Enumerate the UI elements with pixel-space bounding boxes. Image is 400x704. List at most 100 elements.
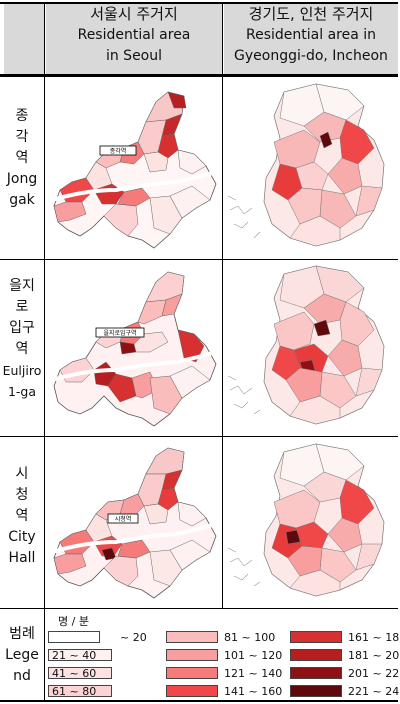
- district: [103, 203, 139, 237]
- district: [319, 131, 333, 149]
- legend-swatch: [166, 649, 218, 661]
- district: [169, 185, 211, 219]
- legend-swatch: [290, 667, 342, 679]
- district: [169, 539, 211, 571]
- row-label-jonggak: 종 각 역 Jong gak: [0, 106, 44, 211]
- legend-swatch: [166, 631, 218, 643]
- row-label-line: 로: [15, 299, 29, 315]
- coastline: [227, 375, 261, 415]
- border-bottom: [0, 700, 398, 702]
- district: [289, 215, 341, 247]
- district: [167, 91, 187, 109]
- station-tag-label: 을지로입구역: [103, 329, 136, 337]
- legend-range-label: 81 ~ 100: [224, 631, 276, 644]
- legend-range-label: 41 ~ 60: [52, 667, 97, 680]
- district: [355, 185, 383, 217]
- coastline: [227, 195, 261, 239]
- seoul-map-cityhall: 시청역: [51, 447, 217, 599]
- legend-swatch: [166, 685, 218, 697]
- row-label-line: 1-ga: [7, 384, 37, 399]
- legend-unit: 명 / 분: [58, 615, 89, 628]
- station-tag-label: 종각역: [110, 147, 127, 155]
- district: [287, 545, 323, 577]
- district: [85, 513, 113, 543]
- row-label-line: 입구: [9, 320, 35, 336]
- legend-range-label: 181 ~ 200: [348, 649, 400, 662]
- gyeonggi-map-cityhall: [227, 443, 385, 597]
- row-divider: [0, 436, 398, 437]
- header-gyeonggi-en-1: Residential area in: [246, 27, 376, 43]
- row-label-legend: 범례 Lege nd: [0, 624, 44, 687]
- seoul-map-jonggak: 종각역: [51, 91, 217, 249]
- station-tag: [107, 513, 139, 524]
- row-label-line: 역: [15, 150, 29, 166]
- station-tag: [99, 145, 137, 156]
- column-divider: [44, 2, 45, 702]
- district: [145, 447, 185, 475]
- row-label-euljiro: 을지 로 입구 역 Euljiro 1-ga: [0, 276, 44, 402]
- header-seoul-en-2: in Seoul: [105, 48, 163, 64]
- district: [143, 151, 169, 173]
- row-label-line: 종: [15, 108, 29, 124]
- legend-range-label: 101 ~ 120: [224, 649, 283, 662]
- han-river: [51, 170, 217, 202]
- district: [103, 555, 139, 587]
- seoul-map-euljiro: 을지로입구역: [51, 271, 217, 427]
- row-label-line: 범례: [9, 626, 35, 642]
- legend-range-label: 21 ~ 40: [52, 649, 97, 662]
- row-label-line: Euljiro: [2, 363, 42, 378]
- header-gyeonggi: 경기도, 인천 주거지 Residential area in Gyeonggi…: [224, 4, 398, 67]
- gyeonggi-map-euljiro: [227, 265, 385, 425]
- district: [149, 195, 183, 235]
- district: [117, 187, 151, 207]
- district: [327, 157, 363, 195]
- row-divider: [0, 259, 398, 260]
- legend-swatch: [290, 685, 342, 697]
- district: [119, 341, 137, 355]
- district: [53, 553, 87, 575]
- row-label-line: 시: [15, 466, 29, 482]
- han-river: [51, 522, 217, 554]
- district: [137, 299, 167, 325]
- district: [177, 329, 205, 363]
- district: [177, 149, 207, 175]
- legend-range-label: 61 ~ 80: [52, 685, 97, 698]
- row-label-line: nd: [13, 668, 31, 684]
- row-label-line: 을지: [9, 278, 35, 294]
- district: [289, 395, 341, 425]
- district: [355, 543, 383, 571]
- district: [53, 201, 87, 223]
- row-label-line: 역: [15, 341, 29, 357]
- row-divider: [0, 608, 398, 609]
- legend-swatch: [166, 667, 218, 679]
- legend-swatch: [290, 649, 342, 661]
- header-seoul: 서울시 주거지 Residential area in Seoul: [46, 4, 222, 67]
- district: [85, 161, 113, 191]
- legend-range-label: 141 ~ 160: [224, 685, 283, 698]
- border-top: [0, 2, 398, 4]
- header-seoul-ko: 서울시 주거지: [90, 5, 178, 23]
- legend-swatch: [48, 631, 100, 643]
- station-tag: [95, 327, 145, 338]
- legend-range-label: 201 ~ 220: [348, 667, 400, 680]
- row-label-cityhall: 시 청 역 City Hall: [0, 464, 44, 569]
- header-seoul-en-1: Residential area: [77, 27, 191, 43]
- row-label-line: Jong: [6, 171, 38, 187]
- row-label-line: 청: [15, 487, 29, 503]
- header-gyeonggi-en-2: Gyeonggi-do, Incheon: [234, 48, 388, 64]
- header-gyeonggi-cell: [224, 4, 398, 74]
- row-label-line: City: [8, 529, 36, 545]
- header-divider: [0, 74, 398, 77]
- district: [169, 365, 211, 399]
- legend-range-label: 221 ~ 240: [348, 685, 400, 698]
- district: [117, 539, 151, 559]
- header-seoul-cell: [46, 4, 222, 74]
- han-river: [51, 350, 217, 382]
- district: [295, 521, 329, 549]
- district: [143, 503, 169, 525]
- district: [149, 549, 183, 587]
- row-label-line: gak: [9, 192, 35, 208]
- station-tag-label: 시청역: [115, 515, 132, 523]
- header-gyeonggi-ko: 경기도, 인천 주거지: [248, 5, 374, 23]
